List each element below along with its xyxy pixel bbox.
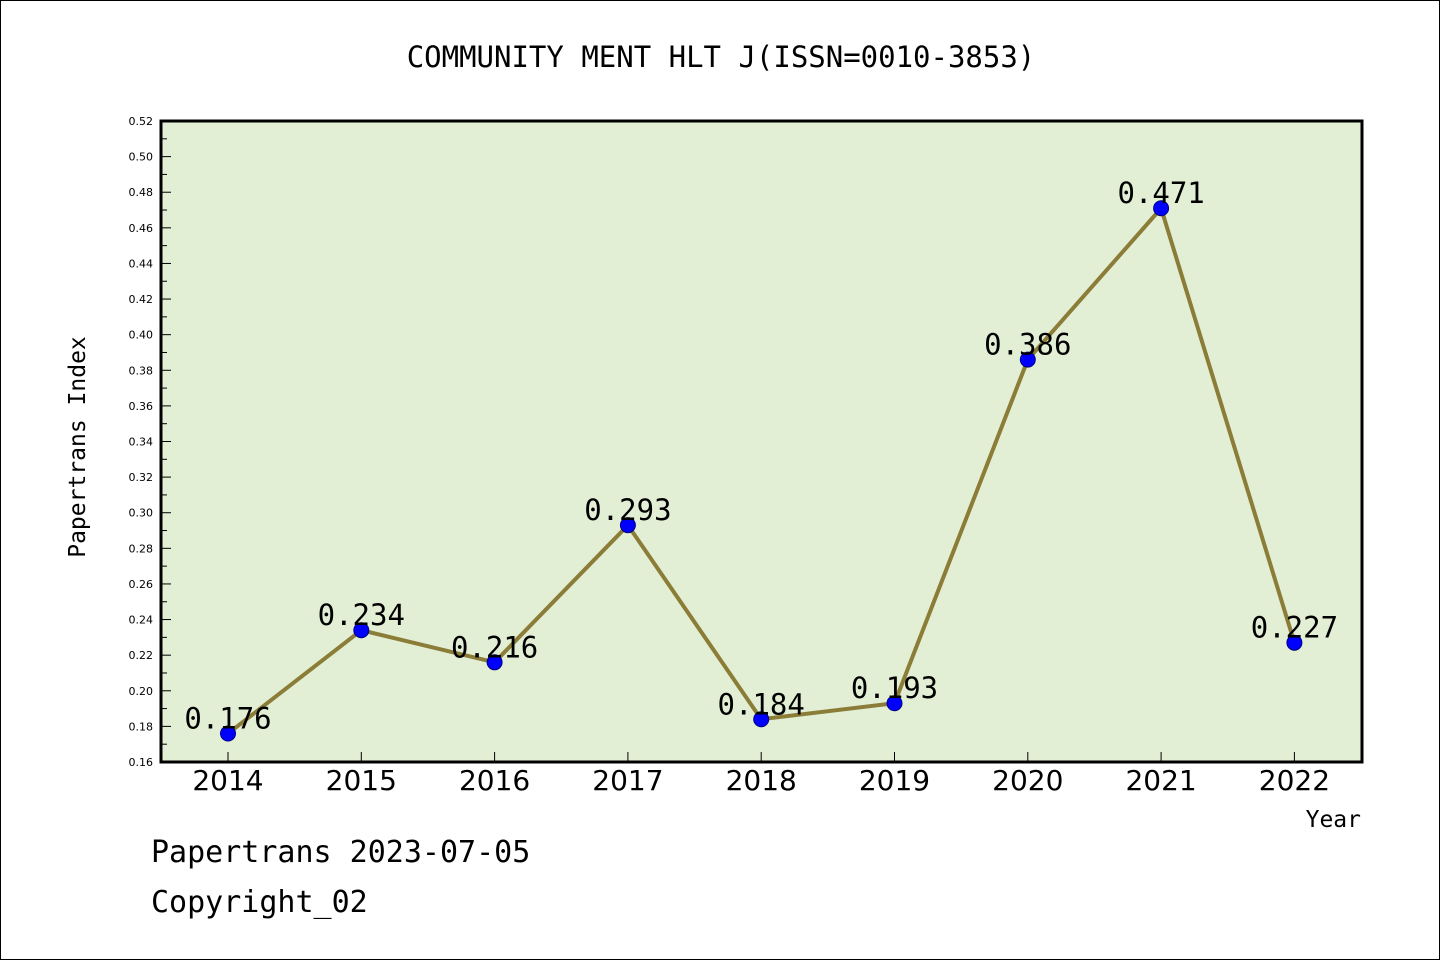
data-label: 0.184 bbox=[718, 687, 805, 721]
y-tick-label: 0.32 bbox=[129, 471, 154, 484]
y-tick-label: 0.40 bbox=[129, 329, 154, 342]
y-tick-label: 0.26 bbox=[129, 578, 154, 591]
x-tick-label: 2019 bbox=[859, 764, 930, 797]
x-tick-label: 2015 bbox=[326, 764, 397, 797]
x-tick-label: 2017 bbox=[592, 764, 663, 797]
y-tick-label: 0.44 bbox=[129, 257, 154, 270]
y-tick-label: 0.18 bbox=[129, 720, 154, 733]
data-point bbox=[220, 725, 236, 742]
x-tick-label: 2016 bbox=[459, 764, 530, 797]
data-point bbox=[753, 711, 770, 728]
data-label: 0.234 bbox=[318, 598, 405, 632]
y-tick-label: 0.36 bbox=[129, 400, 154, 413]
y-tick-label: 0.46 bbox=[129, 222, 154, 235]
data-label-layer: 0.176 0.234 0.216 0.293 0.184 0.193 0.386 0.471… bbox=[184, 176, 1338, 735]
data-point bbox=[1286, 634, 1303, 651]
data-point bbox=[353, 622, 370, 639]
data-label: 0.471 bbox=[1117, 176, 1204, 210]
y-tick-label: 0.22 bbox=[129, 649, 154, 662]
data-label: 0.293 bbox=[584, 493, 671, 527]
x-tick-label: 2022 bbox=[1259, 764, 1330, 797]
x-tick-label: 2018 bbox=[726, 764, 797, 797]
y-tick-label: 0.42 bbox=[129, 293, 154, 306]
x-tick-label: 2014 bbox=[192, 764, 263, 797]
y-tick-label: 0.38 bbox=[129, 364, 154, 377]
footer-date-text: Papertrans 2023-07-05 bbox=[151, 835, 531, 870]
data-label: 0.216 bbox=[451, 630, 538, 664]
chart-title: COMMUNITY MENT HLT J(ISSN=0010-3853) bbox=[407, 40, 1036, 74]
data-label: 0.176 bbox=[184, 702, 271, 736]
y-tick-label: 0.20 bbox=[129, 685, 154, 698]
y-tick-label: 0.34 bbox=[129, 436, 154, 449]
data-label: 0.193 bbox=[851, 671, 938, 705]
data-point bbox=[886, 695, 903, 712]
y-tick-label: 0.16 bbox=[129, 756, 154, 769]
data-label: 0.227 bbox=[1251, 611, 1338, 645]
y-tick-label: 0.50 bbox=[129, 151, 154, 164]
y-tick-label: 0.52 bbox=[129, 115, 154, 128]
x-tick-label: 2021 bbox=[1125, 764, 1196, 797]
x-axis: 2014 2015 2016 2017 2018 2019 2020 2021 2022 bbox=[192, 752, 1330, 797]
y-tick-label: 0.24 bbox=[129, 614, 154, 627]
y-axis-title: Papertrans Index bbox=[65, 336, 91, 558]
footer-copyright-text: Copyright_02 bbox=[151, 885, 368, 920]
y-tick-label: 0.28 bbox=[129, 542, 154, 555]
y-axis: 0.16 0.18 0.20 0.22 0.24 0.26 0.28 0.30 0.32 0.34… bbox=[129, 115, 171, 769]
data-point bbox=[1019, 351, 1036, 368]
data-label: 0.386 bbox=[984, 328, 1071, 362]
plot-area bbox=[159, 119, 1364, 764]
x-axis-title: Year bbox=[1306, 807, 1361, 833]
series-layer bbox=[220, 200, 1303, 742]
data-point bbox=[619, 517, 636, 534]
data-point bbox=[1153, 200, 1170, 217]
y-tick-label: 0.48 bbox=[129, 186, 154, 199]
x-tick-label: 2020 bbox=[992, 764, 1063, 797]
y-tick-label: 0.30 bbox=[129, 507, 154, 520]
data-point bbox=[486, 654, 503, 671]
